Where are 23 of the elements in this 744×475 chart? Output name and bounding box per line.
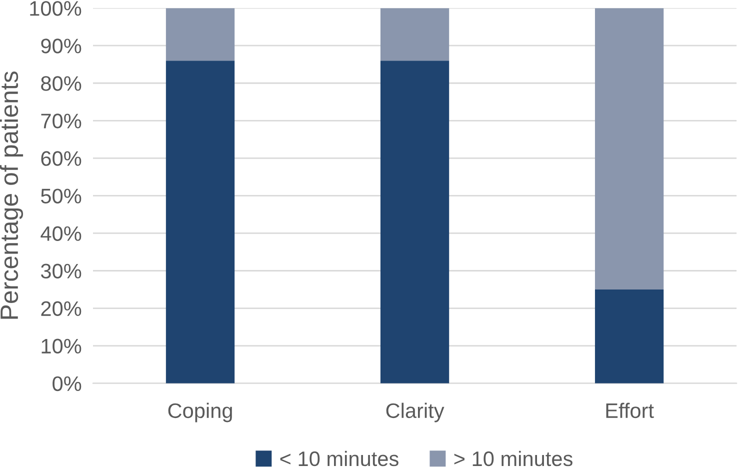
- bar: [166, 8, 235, 61]
- bar: [380, 8, 450, 61]
- bar: [594, 8, 664, 290]
- x-tick-label: Effort: [606, 402, 654, 418]
- y-tick-label: 40%: [40, 226, 82, 241]
- bar: [166, 60, 235, 384]
- x-tick-label: Clarity: [386, 402, 444, 422]
- y-tick-label: 20%: [41, 301, 82, 316]
- legend-label: > 10 minutes: [454, 450, 572, 466]
- y-tick-label: 30%: [40, 264, 82, 279]
- y-tick-label: 80%: [41, 76, 82, 91]
- y-tick-label: 60%: [41, 151, 82, 166]
- y-tick-label: 70%: [41, 114, 82, 128]
- y-axis-title: Percentage of patients: [0, 72, 24, 319]
- y-tick-label: 90%: [41, 38, 82, 54]
- y-tick-label: 100%: [30, 1, 82, 16]
- y-tick-label: 0%: [52, 376, 82, 392]
- legend-label: < 10 minutes: [280, 450, 398, 466]
- x-tick-label: Coping: [168, 402, 232, 422]
- bar: [380, 60, 450, 384]
- bar: [594, 290, 664, 384]
- y-tick-label: 50%: [41, 188, 82, 204]
- y-tick-label: 10%: [42, 338, 82, 354]
